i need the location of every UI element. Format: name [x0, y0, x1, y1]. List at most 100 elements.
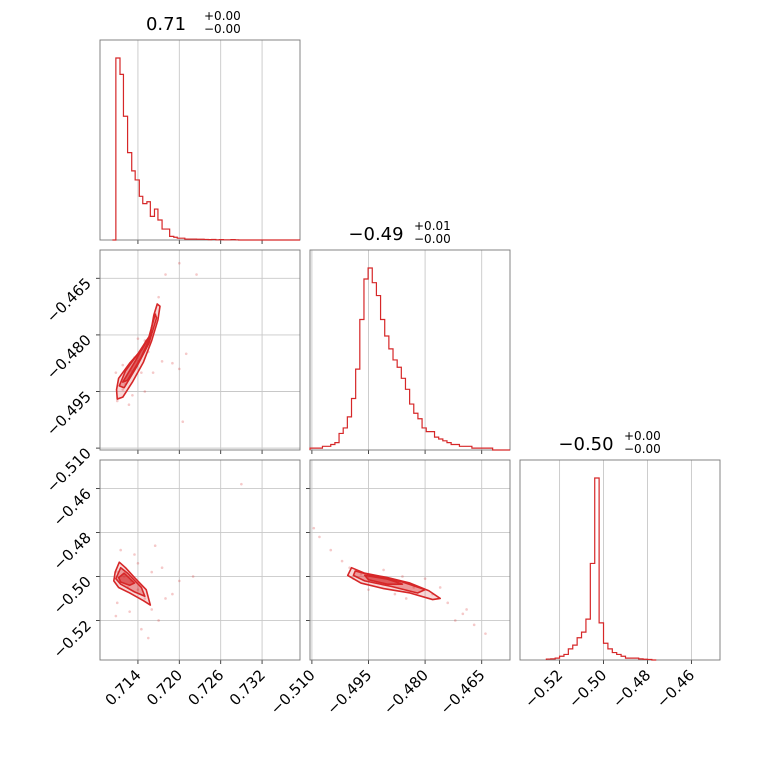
y-tick-label: −0.48: [50, 529, 95, 574]
sample-point: [150, 608, 154, 611]
sample-point: [340, 559, 344, 563]
sample-point: [131, 393, 134, 397]
x-tick-label: −0.465: [437, 666, 489, 718]
sample-point: [423, 577, 427, 580]
panel-frame: [519, 459, 721, 661]
sample-point: [367, 588, 370, 591]
x-tick-label: −0.52: [521, 666, 566, 711]
x-tick-label: 0.714: [102, 666, 145, 709]
sample-point: [160, 360, 164, 363]
x-tick-label: −0.480: [380, 666, 432, 718]
sample-point: [171, 361, 174, 365]
y-tick-label: −0.50: [50, 573, 95, 618]
sample-point: [359, 572, 363, 576]
panel-title-plus-0: +0.00: [204, 9, 241, 23]
histogram-0: [112, 57, 300, 241]
sample-point: [461, 612, 465, 616]
y-tick-label: −0.480: [43, 331, 95, 383]
sample-point: [143, 597, 147, 600]
sample-point: [191, 575, 195, 578]
sample-point: [136, 588, 140, 591]
x-tick-label: −0.495: [323, 666, 375, 718]
sample-point: [178, 367, 181, 371]
sample-point: [178, 579, 181, 583]
sample-point: [140, 371, 143, 374]
sample-point: [164, 273, 167, 276]
sample-point: [121, 363, 125, 367]
density-contour: [117, 572, 136, 587]
density-contour: [121, 335, 152, 383]
sample-point: [178, 261, 181, 265]
panel-title-2: −0.50: [558, 434, 613, 455]
panel-frame: [309, 249, 511, 451]
sample-point: [146, 636, 150, 640]
x-tick-label: −0.48: [609, 666, 654, 711]
sample-point: [157, 619, 160, 622]
x-tick-label: −0.50: [565, 666, 610, 711]
histogram-2: [545, 477, 657, 661]
sample-point: [143, 390, 147, 393]
sample-point: [171, 592, 174, 596]
sample-point: [136, 561, 140, 565]
sample-point: [140, 627, 143, 631]
sample-point: [404, 597, 408, 600]
y-tick-label: −0.465: [43, 274, 95, 326]
sample-point: [195, 273, 198, 276]
density-contour: [118, 313, 158, 389]
sample-point: [453, 619, 457, 622]
y-tick-label: −0.52: [50, 617, 95, 662]
sample-point: [160, 566, 164, 569]
sample-point: [438, 586, 442, 589]
panel-title-plus-1: +0.01: [414, 219, 451, 233]
sample-point: [119, 548, 122, 552]
panel-title-1: −0.49: [348, 224, 403, 245]
sample-point: [329, 548, 333, 552]
sample-point: [121, 388, 125, 391]
panel-title-minus-1: −0.00: [414, 232, 451, 246]
panel-frame: [309, 459, 511, 661]
panel-frame: [99, 39, 301, 241]
sample-point: [401, 575, 404, 578]
sample-point: [115, 601, 119, 605]
sample-point: [465, 608, 468, 611]
y-tick-label: −0.495: [43, 388, 95, 440]
sample-point: [157, 295, 160, 299]
sample-point: [133, 553, 136, 556]
panel-title-plus-2: +0.00: [624, 429, 661, 443]
panel-frame: [99, 249, 301, 451]
histogram-1: [309, 267, 510, 451]
density-contour: [363, 574, 404, 585]
sample-point: [472, 623, 476, 627]
sample-point: [393, 592, 397, 596]
sample-point: [484, 632, 487, 635]
sample-point: [136, 337, 140, 340]
sample-point: [127, 403, 131, 407]
sample-point: [114, 614, 118, 618]
sample-point: [382, 568, 385, 572]
sample-point: [151, 371, 155, 374]
sample-point: [164, 597, 167, 600]
sample-point: [128, 610, 131, 613]
panel-title-0: 0.71: [146, 14, 186, 35]
sample-point: [153, 544, 157, 548]
panel-title-minus-0: −0.00: [204, 22, 241, 36]
sample-point: [114, 371, 118, 374]
y-tick-label: −0.510: [43, 444, 95, 496]
sample-point: [240, 482, 243, 486]
sample-point: [312, 526, 316, 530]
sample-point: [181, 420, 185, 423]
x-tick-label: 0.732: [226, 666, 269, 709]
x-tick-label: 0.726: [184, 666, 227, 709]
sample-point: [446, 601, 450, 605]
x-tick-label: 0.720: [143, 666, 186, 709]
sample-point: [348, 566, 351, 569]
sample-point: [150, 570, 154, 574]
panel-frame: [99, 459, 301, 661]
x-tick-label: −0.46: [653, 666, 698, 711]
panel-title-minus-2: −0.00: [624, 442, 661, 456]
sample-point: [115, 399, 119, 403]
sample-point: [184, 352, 188, 356]
sample-point: [318, 535, 321, 539]
